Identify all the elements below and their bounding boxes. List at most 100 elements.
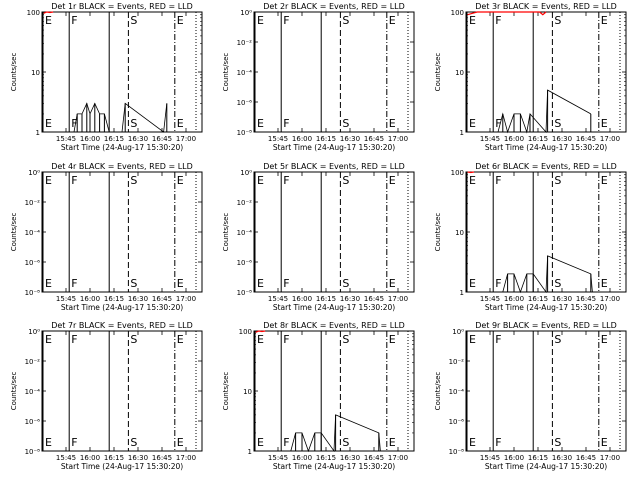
- y-tick-label: 10⁻²: [25, 199, 41, 207]
- marker-letter: F: [71, 436, 77, 449]
- marker-letter: S: [130, 174, 137, 187]
- marker-letter: E: [389, 117, 396, 130]
- panel-2: Det 2r BLACK = Events, RED = LLD 10⁻⁸ 10⁻⁶…: [222, 2, 415, 152]
- marker-letter: S: [554, 277, 561, 290]
- panel-1: Det 1r BLACK = Events, RED = LLD 1 10 100 Co…: [10, 2, 203, 152]
- x-axis-label: Start Time (24-Aug-17 15:30:20): [485, 143, 607, 152]
- marker-letter: F: [283, 333, 289, 346]
- x-tick-label: 17:00: [176, 454, 196, 462]
- x-tick-label: 16:15: [316, 295, 336, 303]
- x-tick-label: 16:45: [364, 295, 384, 303]
- y-tick-label: 100: [27, 9, 40, 17]
- y-tick-label: 1: [36, 129, 40, 137]
- x-tick-label: 16:00: [292, 454, 312, 462]
- x-tick-label: 15:45: [480, 295, 500, 303]
- panel-title: Det 5r BLACK = Events, RED = LLD: [263, 162, 405, 171]
- marker-letter: S: [130, 333, 137, 346]
- x-axis-label: Start Time (24-Aug-17 15:30:20): [485, 462, 607, 471]
- x-tick-label: 16:45: [576, 454, 596, 462]
- x-tick-label: 17:00: [388, 135, 408, 143]
- marker-letter: E: [177, 277, 184, 290]
- panel-6: Det 6r BLACK = Events, RED = LLD 1 10 100 Co…: [434, 162, 627, 312]
- y-axis-label: Counts/sec: [222, 213, 230, 252]
- x-tick-label: 16:15: [104, 295, 124, 303]
- y-axis-label: Counts/sec: [434, 213, 442, 252]
- y-axis-label: Counts/sec: [434, 372, 442, 411]
- y-tick-label: 10⁻⁸: [237, 289, 253, 297]
- y-tick-label: 10⁰: [240, 9, 252, 17]
- y-tick-label: 10⁻⁸: [25, 448, 41, 456]
- marker-letter: F: [71, 174, 77, 187]
- y-tick-label: 10⁻⁴: [237, 229, 253, 237]
- x-tick-label: 17:00: [176, 135, 196, 143]
- y-tick-label: 10: [455, 69, 464, 77]
- x-axis-label: Start Time (24-Aug-17 15:30:20): [273, 303, 395, 312]
- y-tick-label: 10⁻⁴: [25, 388, 41, 396]
- marker-letter: S: [342, 277, 349, 290]
- x-tick-label: 16:00: [80, 454, 100, 462]
- x-tick-label: 16:30: [340, 295, 360, 303]
- panel-title: Det 8r BLACK = Events, RED = LLD: [263, 321, 405, 330]
- marker-letter: E: [601, 14, 608, 27]
- marker-letter: E: [45, 436, 52, 449]
- events-line: [497, 89, 591, 134]
- y-tick-label: 10⁻²: [25, 358, 41, 366]
- marker-letter: S: [130, 14, 137, 27]
- marker-letter: F: [283, 436, 289, 449]
- marker-letter: E: [257, 333, 264, 346]
- y-axis-label: Counts/sec: [222, 53, 230, 92]
- plot-frame: [253, 11, 415, 133]
- x-axis-label: Start Time (24-Aug-17 15:30:20): [61, 143, 183, 152]
- y-tick-label: 10⁻⁸: [25, 289, 41, 297]
- marker-letter: E: [45, 117, 52, 130]
- y-axis-label: Counts/sec: [10, 372, 18, 411]
- marker-letter: E: [469, 14, 476, 27]
- x-tick-label: 16:30: [552, 135, 572, 143]
- x-tick-label: 15:45: [56, 454, 76, 462]
- x-tick-label: 16:00: [504, 135, 524, 143]
- marker-letter: E: [389, 277, 396, 290]
- marker-letter: F: [495, 174, 501, 187]
- y-tick-label: 100: [451, 9, 464, 17]
- lld-line: [43, 11, 54, 14]
- marker-letter: F: [283, 14, 289, 27]
- marker-letter: E: [45, 14, 52, 27]
- y-tick-label: 10: [243, 388, 252, 396]
- marker-letter: F: [283, 174, 289, 187]
- x-tick-label: 16:45: [152, 135, 172, 143]
- x-tick-label: 15:45: [268, 454, 288, 462]
- marker-letter: E: [177, 117, 184, 130]
- marker-letter: F: [71, 14, 77, 27]
- x-tick-label: 16:15: [528, 454, 548, 462]
- marker-letter: E: [389, 436, 396, 449]
- y-tick-label: 10⁻⁴: [237, 69, 253, 77]
- marker-letter: S: [554, 436, 561, 449]
- marker-letter: F: [71, 277, 77, 290]
- x-tick-label: 16:45: [576, 135, 596, 143]
- x-tick-label: 16:00: [292, 135, 312, 143]
- x-tick-label: 16:00: [292, 295, 312, 303]
- lld-line: [255, 330, 266, 333]
- y-tick-label: 10⁻⁸: [449, 448, 465, 456]
- y-tick-label: 10⁻⁶: [237, 259, 253, 267]
- marker-letter: E: [177, 333, 184, 346]
- marker-letter: S: [554, 14, 561, 27]
- x-tick-label: 16:15: [316, 454, 336, 462]
- x-axis-label: Start Time (24-Aug-17 15:30:20): [485, 303, 607, 312]
- x-tick-label: 17:00: [600, 295, 620, 303]
- marker-letter: E: [45, 277, 52, 290]
- marker-letter: S: [342, 14, 349, 27]
- y-tick-label: 10⁻²: [237, 39, 253, 47]
- marker-letter: E: [389, 174, 396, 187]
- marker-letter: E: [257, 277, 264, 290]
- marker-letter: S: [130, 277, 137, 290]
- y-tick-label: 10⁰: [28, 328, 40, 336]
- x-tick-label: 16:15: [528, 295, 548, 303]
- x-tick-label: 16:30: [128, 454, 148, 462]
- x-tick-label: 15:45: [480, 454, 500, 462]
- marker-letter: E: [601, 117, 608, 130]
- events-line: [290, 414, 381, 453]
- x-tick-label: 16:15: [528, 135, 548, 143]
